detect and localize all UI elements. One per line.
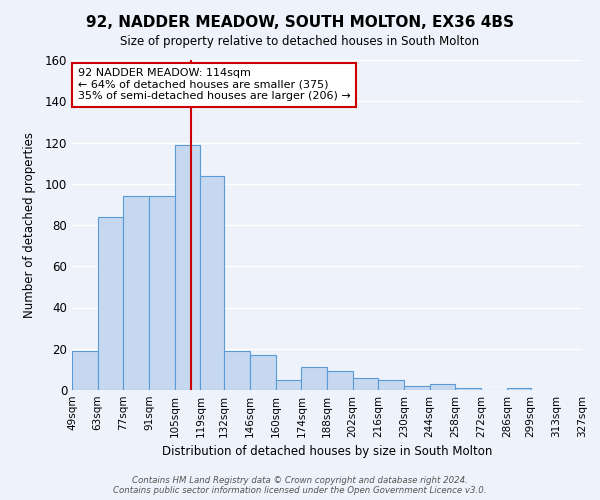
Bar (430, 384, 455, 390)
Bar (224, 351, 250, 390)
Bar (72, 351, 98, 390)
Bar (200, 176, 224, 390)
Text: Contains HM Land Registry data © Crown copyright and database right 2024.
Contai: Contains HM Land Registry data © Crown c… (113, 476, 487, 495)
Bar (301, 368, 327, 390)
Bar (507, 388, 530, 390)
Bar (404, 386, 430, 390)
Bar (327, 372, 353, 390)
Bar (275, 380, 301, 390)
Bar (175, 144, 200, 390)
Bar (353, 378, 379, 390)
X-axis label: Distribution of detached houses by size in South Molton: Distribution of detached houses by size … (162, 446, 492, 458)
Text: 92 NADDER MEADOW: 114sqm
← 64% of detached houses are smaller (375)
35% of semi-: 92 NADDER MEADOW: 114sqm ← 64% of detach… (77, 68, 350, 102)
Bar (124, 196, 149, 390)
Y-axis label: Number of detached properties: Number of detached properties (23, 132, 37, 318)
Bar (455, 388, 481, 390)
Bar (98, 217, 124, 390)
Bar (379, 380, 404, 390)
Bar (250, 355, 275, 390)
Bar (149, 196, 175, 390)
Text: 92, NADDER MEADOW, SOUTH MOLTON, EX36 4BS: 92, NADDER MEADOW, SOUTH MOLTON, EX36 4B… (86, 15, 514, 30)
Text: Size of property relative to detached houses in South Molton: Size of property relative to detached ho… (121, 35, 479, 48)
